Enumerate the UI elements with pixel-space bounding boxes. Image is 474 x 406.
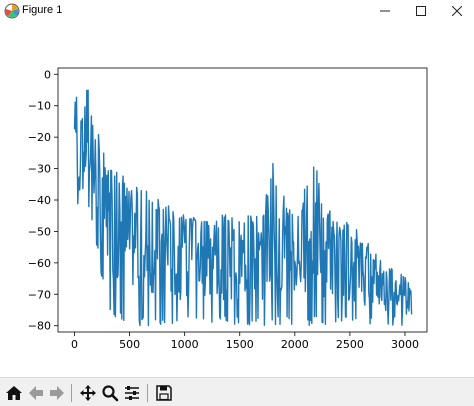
y-tick-label: 0 xyxy=(44,68,51,81)
window-title: Figure 1 xyxy=(22,4,63,16)
back-button[interactable] xyxy=(25,382,47,404)
navigation-toolbar xyxy=(0,377,474,406)
forward-button[interactable] xyxy=(46,382,68,404)
y-tick-label: −60 xyxy=(28,257,51,270)
matplotlib-logo-icon xyxy=(4,3,20,19)
configure-subplots-button[interactable] xyxy=(121,382,143,404)
arrow-left-icon xyxy=(29,386,43,400)
toolbar-separator xyxy=(147,384,148,402)
figure-canvas[interactable]: 0 500 1000 1500 2000 2500 3000 0 −10 −20 −30 −40 −50… xyxy=(0,22,474,377)
minimize-button[interactable] xyxy=(370,0,400,22)
x-tick-label: 500 xyxy=(119,338,140,351)
zoom-button[interactable] xyxy=(99,382,121,404)
y-tick-label: −40 xyxy=(28,194,51,207)
minimize-icon xyxy=(380,10,390,12)
maximize-icon xyxy=(416,6,426,16)
x-tick-label: 2000 xyxy=(281,338,309,351)
x-tick-label: 2500 xyxy=(336,338,364,351)
sliders-icon xyxy=(125,386,139,400)
floppy-disk-icon xyxy=(156,385,172,401)
y-tick-label: −30 xyxy=(28,163,51,176)
series-line xyxy=(73,89,413,327)
close-button[interactable] xyxy=(442,0,472,22)
save-button[interactable] xyxy=(153,382,175,404)
home-icon xyxy=(6,386,22,400)
y-tick-label: −50 xyxy=(28,225,51,238)
move-icon xyxy=(80,385,96,401)
x-tick-label: 1000 xyxy=(171,338,199,351)
close-icon xyxy=(452,6,462,16)
y-tick-label: −80 xyxy=(28,320,51,333)
pan-button[interactable] xyxy=(77,382,99,404)
x-tick-label: 3000 xyxy=(391,338,419,351)
line-chart: 0 500 1000 1500 2000 2500 3000 0 −10 −20 −30 −40 −50… xyxy=(28,67,428,351)
title-bar: Figure 1 xyxy=(0,0,474,22)
arrow-right-icon xyxy=(50,386,64,400)
y-tick-label: −70 xyxy=(28,288,51,301)
x-tick-label: 0 xyxy=(71,338,78,351)
toolbar-separator xyxy=(71,384,72,402)
home-button[interactable] xyxy=(3,382,25,404)
magnifier-icon xyxy=(102,385,119,402)
maximize-button[interactable] xyxy=(406,0,436,22)
y-tick-label: −10 xyxy=(28,100,51,113)
x-tick-label: 1500 xyxy=(226,338,254,351)
y-tick-label: −20 xyxy=(28,131,51,144)
